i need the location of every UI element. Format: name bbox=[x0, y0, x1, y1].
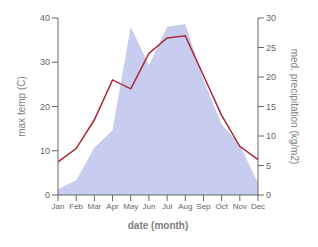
svg-text:5: 5 bbox=[266, 161, 271, 171]
svg-text:20: 20 bbox=[266, 72, 276, 82]
svg-text:Jul: Jul bbox=[162, 202, 172, 211]
svg-text:40: 40 bbox=[40, 13, 50, 23]
svg-text:10: 10 bbox=[266, 131, 276, 141]
svg-text:0: 0 bbox=[266, 190, 271, 200]
svg-text:max temp (C): max temp (C) bbox=[16, 76, 27, 137]
svg-text:0: 0 bbox=[45, 190, 50, 200]
svg-text:25: 25 bbox=[266, 43, 276, 53]
svg-text:30: 30 bbox=[266, 13, 276, 23]
svg-text:Sep: Sep bbox=[196, 202, 211, 211]
svg-text:Mar: Mar bbox=[87, 202, 101, 211]
svg-text:date (month): date (month) bbox=[128, 220, 189, 231]
svg-text:Jun: Jun bbox=[142, 202, 155, 211]
svg-text:15: 15 bbox=[266, 102, 276, 112]
svg-text:Nov: Nov bbox=[233, 202, 247, 211]
svg-text:med. precipitation (kg/m2): med. precipitation (kg/m2) bbox=[289, 49, 300, 165]
svg-text:Apr: Apr bbox=[106, 202, 119, 211]
svg-text:20: 20 bbox=[40, 102, 50, 112]
svg-text:Feb: Feb bbox=[69, 202, 83, 211]
svg-text:May: May bbox=[123, 202, 138, 211]
svg-text:10: 10 bbox=[40, 146, 50, 156]
svg-text:Oct: Oct bbox=[215, 202, 228, 211]
svg-text:Jan: Jan bbox=[52, 202, 65, 211]
svg-text:Aug: Aug bbox=[178, 202, 192, 211]
svg-text:Dec: Dec bbox=[251, 202, 265, 211]
svg-text:30: 30 bbox=[40, 57, 50, 67]
